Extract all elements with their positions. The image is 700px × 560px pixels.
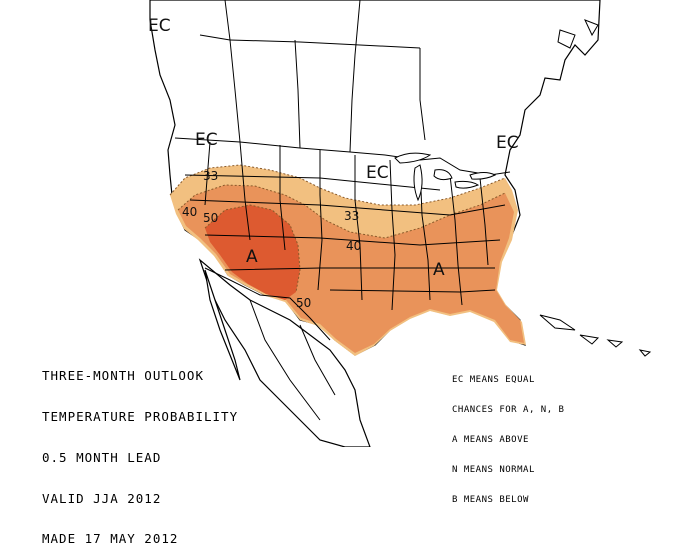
prob-area-50 (205, 205, 300, 300)
above-label-southwest: A (246, 247, 258, 267)
title-line: VALID JJA 2012 (42, 490, 162, 506)
contour-lines (169, 164, 506, 293)
contour-label-40-west: 40 (182, 205, 197, 219)
contour-label-33-west: 33 (203, 169, 218, 183)
above-label-southeast: A (433, 260, 445, 280)
legend-block: EC MEANS EQUAL CHANCES FOR A, N, B A MEA… (452, 355, 564, 515)
great-lakes (394, 152, 497, 202)
legend-line: CHANCES FOR A, N, B (452, 405, 565, 415)
contour-label-50-west: 50 (203, 211, 218, 225)
title-line: TEMPERATURE PROBABILITY (42, 408, 239, 424)
ec-label-west: EC (195, 130, 218, 150)
ec-label-east: EC (496, 133, 519, 153)
outlook-title-block: THREE-MONTH OUTLOOK TEMPERATURE PROBABIL… (42, 342, 238, 560)
ec-label-central: EC (366, 163, 389, 183)
islands (539, 19, 652, 357)
outlook-map: EC EC EC EC A A 33 40 50 33 40 50 (148, 0, 652, 447)
title-line: THREE-MONTH OUTLOOK (42, 368, 204, 384)
contour-label-40-central: 40 (346, 239, 361, 253)
title-line: MADE 17 MAY 2012 (42, 531, 179, 547)
legend-line: N MEANS NORMAL (452, 465, 535, 475)
title-line: 0.5 MONTH LEAD (42, 449, 162, 465)
legend-line: B MEANS BELOW (452, 495, 529, 505)
legend-line: A MEANS ABOVE (452, 435, 529, 445)
ec-label-north: EC (148, 16, 171, 36)
contour-label-33-central: 33 (344, 209, 359, 223)
probability-shading (170, 165, 526, 356)
map-labels: EC EC EC EC A A 33 40 50 33 40 50 (148, 16, 519, 310)
contour-label-50-south: 50 (296, 296, 311, 310)
legend-line: EC MEANS EQUAL (452, 375, 535, 385)
